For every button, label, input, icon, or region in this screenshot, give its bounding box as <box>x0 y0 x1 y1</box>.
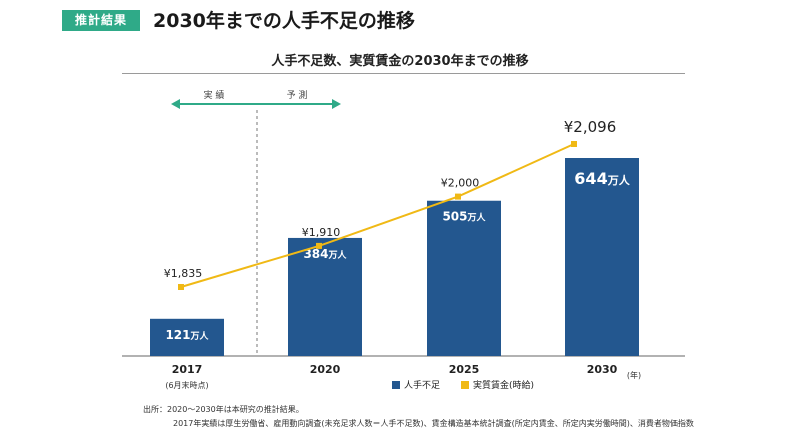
x-tick-2020: 2020 <box>310 363 341 376</box>
wage-label-2025: ¥2,000 <box>441 177 480 190</box>
legend-label-bar: 人手不足 <box>404 379 440 391</box>
period-arrow-right-head <box>332 99 341 109</box>
bar-label-2025: 505万人 <box>442 210 486 224</box>
legend-swatch-line <box>461 381 469 389</box>
x-axis-unit: (年) <box>627 370 641 380</box>
wage-marker-2017 <box>178 284 184 290</box>
chart-title: 人手不足数、実質賃金の2030年までの推移 <box>271 54 529 69</box>
wage-marker-2025 <box>455 193 461 200</box>
bar-2017 <box>150 318 224 356</box>
bar-label-2017: 121万人 <box>165 328 209 342</box>
title-divider <box>122 73 685 74</box>
legend-label-line: 実質賃金(時給) <box>473 379 534 391</box>
legend-swatch-bar <box>392 381 400 389</box>
x-tick-2025: 2025 <box>449 363 480 376</box>
bar-2020 <box>288 237 362 356</box>
wage-label-2020: ¥1,910 <box>302 226 341 239</box>
source-line-1: 出所：2020～2030年は本研究の推計結果。 <box>143 405 304 414</box>
wage-marker-2030 <box>571 141 577 147</box>
bar-label-2020: 384万人 <box>303 247 347 261</box>
bar-2030 <box>565 158 639 356</box>
period-label-forecast: 予 測 <box>287 89 308 101</box>
x-sublabel-2017: (6月末時点) <box>165 380 208 390</box>
page-title: 2030年までの人手不足の推移 <box>153 10 415 32</box>
wage-marker-2020 <box>316 242 322 249</box>
period-arrow-left-head <box>171 99 180 109</box>
result-tag: 推計結果 <box>62 10 140 31</box>
wage-label-2030: ¥2,096 <box>564 118 617 136</box>
bar-label-2030: 644万人 <box>574 169 630 188</box>
wage-line <box>180 143 575 288</box>
period-label-actual: 実 績 <box>204 89 225 101</box>
x-tick-2030: 2030 <box>587 363 618 376</box>
bar-2025 <box>427 200 501 356</box>
x-tick-2017: 2017 <box>172 363 203 376</box>
wage-label-2017: ¥1,835 <box>164 267 203 280</box>
source-line-2: 2017年実績は厚生労働省、雇用動向調査(未充足求人数＝人手不足数)、賃金構造基… <box>173 419 694 428</box>
